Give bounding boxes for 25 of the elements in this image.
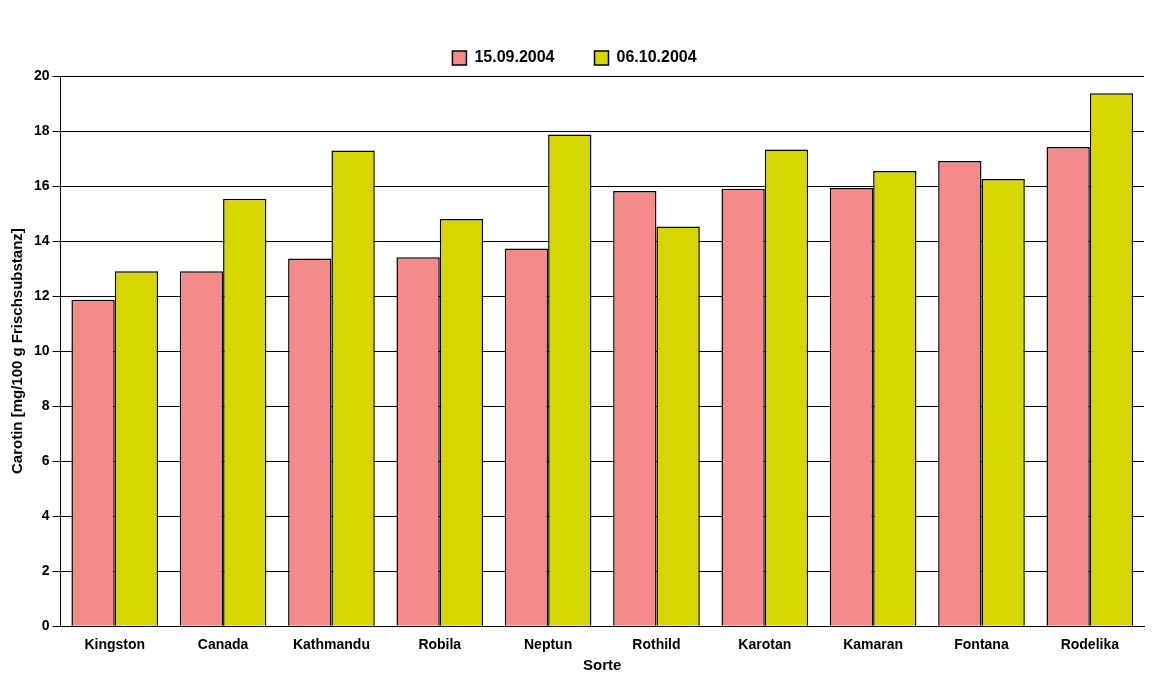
legend-label: 15.09.2004 (474, 48, 555, 66)
x-tick-label: Rothild (632, 636, 681, 653)
x-tick-label: Neptun (524, 636, 573, 653)
x-tick-label: Canada (197, 636, 249, 653)
x-tick-label: Rodelika (1060, 636, 1120, 653)
y-tick-label: 14 (33, 231, 50, 248)
y-tick-label: 8 (41, 396, 50, 413)
y-axis-title: Carotin [mg/100 g Frischsubstanz] (8, 228, 26, 475)
y-tick-label: 2 (41, 562, 50, 579)
x-axis-title: Sorte (583, 656, 622, 674)
y-tick-label: 0 (41, 617, 50, 634)
x-tick-label: Kamaran (843, 636, 904, 653)
y-tick-label: 16 (33, 176, 50, 193)
legend-label: 06.10.2004 (616, 48, 697, 66)
y-tick-label: 6 (41, 452, 50, 468)
x-tick-label: Robila (418, 636, 462, 653)
y-tick-label: 4 (41, 507, 50, 524)
x-tick-label: Fontana (954, 636, 1009, 653)
x-tick-label: Kathmandu (292, 636, 370, 653)
y-tick-label: 20 (33, 66, 50, 83)
y-tick-label: 12 (33, 286, 50, 303)
x-tick-label: Karotan (738, 636, 792, 653)
x-tick-label: Kingston (84, 636, 146, 653)
y-tick-label: 10 (33, 341, 50, 358)
y-tick-label: 18 (33, 121, 50, 138)
